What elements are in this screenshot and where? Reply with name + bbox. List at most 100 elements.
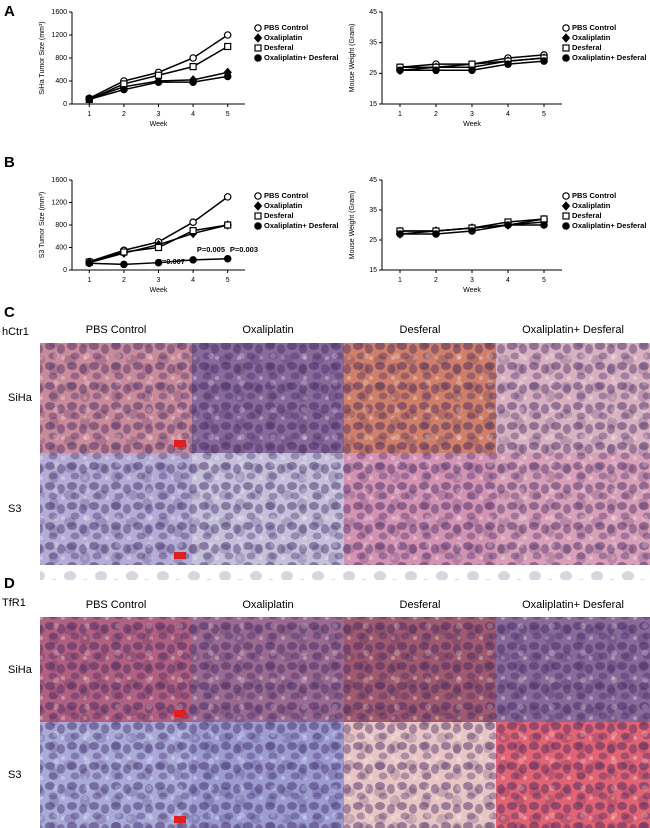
data-point: [432, 66, 440, 75]
y-tick-label: 45: [369, 9, 377, 16]
data-point: [540, 215, 548, 223]
y-tick-label: 25: [369, 70, 377, 77]
data-point: [396, 230, 404, 238]
data-point: [189, 54, 197, 62]
legend-marker: [254, 222, 262, 230]
row-label: SiHa: [8, 392, 33, 404]
x-tick-label: 3: [157, 277, 161, 284]
legend-label: Desferal: [572, 211, 602, 220]
x-axis-label: Week: [150, 121, 168, 128]
data-point: [154, 258, 163, 267]
x-tick-label: 2: [434, 277, 438, 284]
legend-label: Oxaliplatin+ Desferal: [264, 221, 338, 230]
y-tick-label: 1200: [51, 32, 67, 39]
panel-gap: [40, 580, 650, 617]
x-tick-label: 2: [122, 277, 126, 284]
data-point: [85, 259, 94, 268]
legend-marker: [562, 222, 570, 230]
data-point: [154, 78, 163, 86]
legend-label: Desferal: [264, 43, 294, 52]
x-tick-label: 1: [398, 277, 402, 284]
legend-marker: [253, 33, 263, 43]
legend-marker: [254, 54, 262, 62]
legend-marker: [562, 54, 570, 62]
data-point: [223, 72, 232, 81]
histology-images: [40, 343, 650, 828]
data-point: [189, 227, 197, 235]
row-label: S3: [8, 769, 21, 781]
column-header: Oxaliplatin: [242, 599, 293, 611]
y-tick-label: 1600: [51, 9, 67, 16]
x-tick-label: 1: [398, 111, 402, 118]
data-point: [504, 221, 512, 229]
legend-label: Oxaliplatin: [572, 33, 611, 42]
legend-label: Oxaliplatin+ Desferal: [572, 53, 646, 62]
x-tick-label: 4: [191, 111, 195, 118]
panel-label: A: [4, 3, 15, 20]
y-tick-label: 35: [369, 207, 377, 214]
legend-label: Oxaliplatin+ Desferal: [264, 53, 338, 62]
panel-label: B: [4, 154, 15, 171]
legend-label: Desferal: [264, 211, 294, 220]
data-point: [224, 42, 232, 51]
data-point: [223, 31, 232, 39]
y-axis-label: Mouse Weight (Gram): [349, 24, 356, 93]
scale-bar: [174, 816, 186, 823]
y-tick-label: 35: [369, 40, 377, 47]
y-tick-label: 1600: [51, 177, 67, 184]
legend-label: Oxaliplatin+ Desferal: [572, 221, 646, 230]
data-point: [540, 221, 548, 229]
x-tick-label: 5: [542, 111, 546, 118]
row-label: S3: [8, 503, 21, 515]
x-tick-label: 5: [226, 277, 230, 284]
panel-label: D: [4, 575, 15, 592]
y-tick-label: 0: [63, 267, 67, 274]
x-tick-label: 3: [470, 111, 474, 118]
x-tick-label: 5: [226, 111, 230, 118]
legend-label: PBS Control: [572, 191, 616, 200]
legend-marker: [562, 212, 570, 220]
x-tick-label: 2: [122, 111, 126, 118]
y-tick-label: 15: [369, 267, 377, 274]
y-tick-label: 800: [55, 55, 67, 62]
x-tick-label: 2: [434, 111, 438, 118]
x-axis-label: Week: [150, 287, 168, 294]
legend-label: Desferal: [572, 43, 602, 52]
x-tick-label: 3: [157, 111, 161, 118]
column-header: Oxaliplatin+ Desferal: [522, 324, 624, 336]
x-tick-label: 4: [506, 111, 510, 118]
row-label: SiHa: [8, 664, 33, 676]
column-header: PBS Control: [86, 599, 147, 611]
x-tick-label: 1: [87, 111, 91, 118]
data-point: [120, 260, 128, 269]
annotation: P=0.003: [230, 245, 258, 254]
column-header: Oxaliplatin+ Desferal: [522, 599, 624, 611]
data-point: [120, 85, 128, 94]
data-point: [189, 63, 197, 71]
data-point: [189, 256, 197, 264]
legend-marker: [254, 24, 262, 32]
legend-marker: [254, 212, 262, 220]
data-point: [189, 78, 197, 86]
y-tick-label: 45: [369, 177, 377, 184]
data-point: [154, 243, 163, 252]
legend-marker: [561, 201, 571, 211]
x-axis-label: Week: [463, 287, 481, 294]
x-tick-label: 4: [506, 277, 510, 284]
x-tick-label: 1: [87, 277, 91, 284]
scale-bar: [174, 552, 186, 559]
legend-marker: [254, 44, 262, 52]
column-header: PBS Control: [86, 324, 147, 336]
scale-bar: [174, 440, 186, 447]
column-header: Desferal: [400, 324, 441, 336]
data-point: [223, 193, 232, 201]
series-line: [88, 34, 229, 99]
stain-label: hCtr1: [2, 326, 29, 338]
legend-label: Oxaliplatin: [572, 201, 611, 210]
column-header: Oxaliplatin: [242, 324, 293, 336]
legend-label: PBS Control: [264, 191, 308, 200]
y-axis-label: SiHa Tumor Size (mm³): [39, 21, 46, 94]
legend-marker: [562, 192, 570, 200]
stain-label: TfR1: [2, 597, 26, 609]
